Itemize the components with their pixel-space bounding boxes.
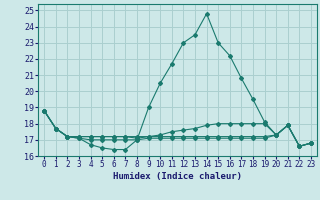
X-axis label: Humidex (Indice chaleur): Humidex (Indice chaleur) xyxy=(113,172,242,181)
